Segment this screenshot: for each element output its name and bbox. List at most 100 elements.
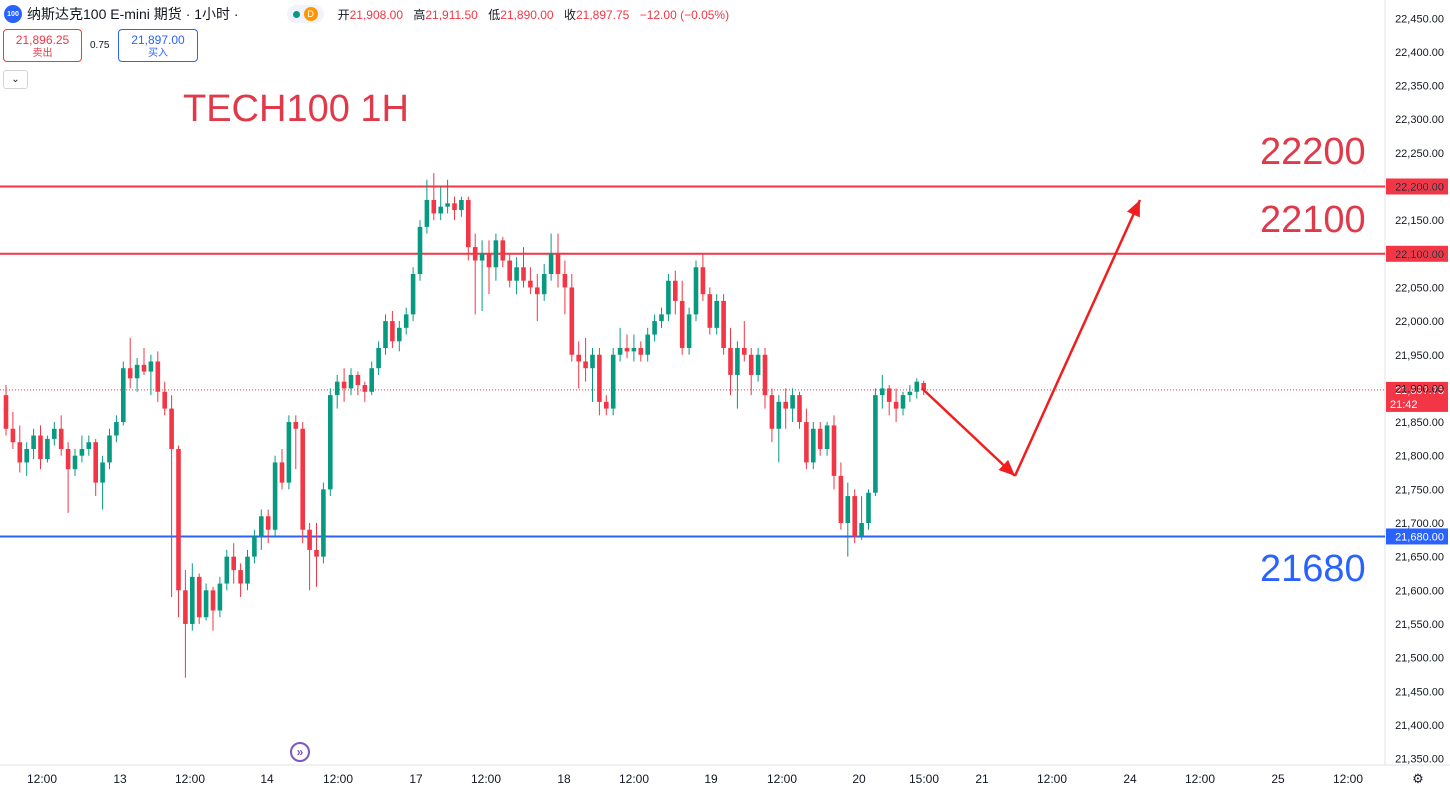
price-tick-label: 21,850.00 xyxy=(1395,417,1444,429)
candle-body xyxy=(535,287,540,295)
candle xyxy=(631,334,637,362)
candle-body xyxy=(210,590,216,611)
candle xyxy=(3,385,9,436)
candle xyxy=(224,549,230,591)
candle xyxy=(893,388,899,423)
level-label: 22,200.00 xyxy=(1395,182,1444,194)
candle xyxy=(790,388,795,423)
candle xyxy=(762,348,768,409)
candle-body xyxy=(362,385,368,392)
candle xyxy=(652,314,657,342)
candle-body xyxy=(286,422,292,483)
candle xyxy=(659,307,664,328)
time-tick-label: 12:00 xyxy=(1037,772,1067,786)
candle xyxy=(93,438,98,497)
candle xyxy=(838,462,844,530)
symbol-logo-icon: 100 xyxy=(4,5,22,23)
candle xyxy=(707,287,713,335)
candle-body xyxy=(176,448,181,591)
market-status[interactable]: D xyxy=(286,5,324,23)
candle xyxy=(859,496,864,540)
time-tick-label: 24 xyxy=(1123,772,1137,786)
candle-body xyxy=(100,462,105,483)
candle xyxy=(548,233,554,281)
candle xyxy=(238,563,243,598)
candle xyxy=(907,385,913,402)
candle xyxy=(817,422,823,456)
candle-body xyxy=(707,294,713,328)
data-delay-badge: D xyxy=(303,7,318,21)
candle xyxy=(700,253,706,301)
price-tick-label: 22,000.00 xyxy=(1395,316,1444,328)
candle-body xyxy=(845,496,851,523)
candle-body xyxy=(666,280,671,315)
candle-body xyxy=(265,516,271,530)
candle xyxy=(886,385,892,416)
candle xyxy=(52,422,57,446)
candle xyxy=(576,341,581,389)
candle xyxy=(479,240,485,312)
price-tick-label: 21,400.00 xyxy=(1395,720,1444,732)
candle-body xyxy=(576,354,581,362)
candle xyxy=(45,435,50,463)
candle xyxy=(528,267,533,295)
time-tick-label: 12:00 xyxy=(27,772,57,786)
candle-body xyxy=(838,475,844,523)
candle xyxy=(472,233,478,315)
time-tick-label: 15:00 xyxy=(909,772,939,786)
candle-body xyxy=(238,570,243,584)
projection-arrow xyxy=(921,199,1142,477)
candle-body xyxy=(245,556,250,584)
symbol-title[interactable]: 纳斯达克100 E-mini 期货 · 1小时 · xyxy=(27,6,239,22)
price-tick-label: 21,950.00 xyxy=(1395,350,1444,362)
candle-body xyxy=(679,300,685,349)
candle xyxy=(431,173,437,221)
replay-icon[interactable]: » xyxy=(290,742,310,762)
candle xyxy=(348,368,354,396)
candle-body xyxy=(755,354,761,375)
candle xyxy=(452,196,457,221)
candle-body xyxy=(880,388,885,396)
sell-button[interactable]: 21,896.25 卖出 xyxy=(3,29,82,62)
candle xyxy=(155,351,161,402)
candle xyxy=(210,586,216,631)
candle xyxy=(866,489,871,530)
candle xyxy=(755,348,761,382)
candle-body xyxy=(673,280,678,301)
candle-body xyxy=(493,240,499,268)
candle-body xyxy=(776,401,782,429)
candle-body xyxy=(590,354,595,369)
candle xyxy=(79,435,85,463)
candle xyxy=(383,314,388,355)
candle-body xyxy=(272,462,278,530)
candle-body xyxy=(486,253,492,268)
candle-body xyxy=(38,435,43,460)
candle-body xyxy=(328,395,333,490)
candle xyxy=(466,196,471,261)
level-label-bg xyxy=(1386,245,1448,262)
buy-button[interactable]: 21,897.00 买入 xyxy=(118,29,198,62)
candle-body xyxy=(728,348,733,375)
candle xyxy=(17,425,23,473)
candle-body xyxy=(686,314,692,349)
candle xyxy=(555,233,561,288)
candle-body xyxy=(742,348,747,355)
candle xyxy=(797,391,802,429)
candle-body xyxy=(604,401,609,409)
time-tick-label: 19 xyxy=(704,772,718,786)
candle-body xyxy=(134,364,140,379)
candle-body xyxy=(93,442,98,483)
candle-body xyxy=(45,438,50,460)
candle-body xyxy=(348,374,354,389)
candle xyxy=(107,428,112,470)
candle-body xyxy=(548,253,554,274)
candle xyxy=(203,583,209,621)
candle-body xyxy=(735,348,740,375)
candle xyxy=(86,435,92,456)
candle-body xyxy=(659,314,664,322)
gear-icon[interactable]: ⚙ xyxy=(1412,771,1424,786)
candle xyxy=(72,448,78,476)
candle-body xyxy=(645,334,650,355)
chevron-down-icon[interactable]: ⌄ xyxy=(3,70,28,89)
